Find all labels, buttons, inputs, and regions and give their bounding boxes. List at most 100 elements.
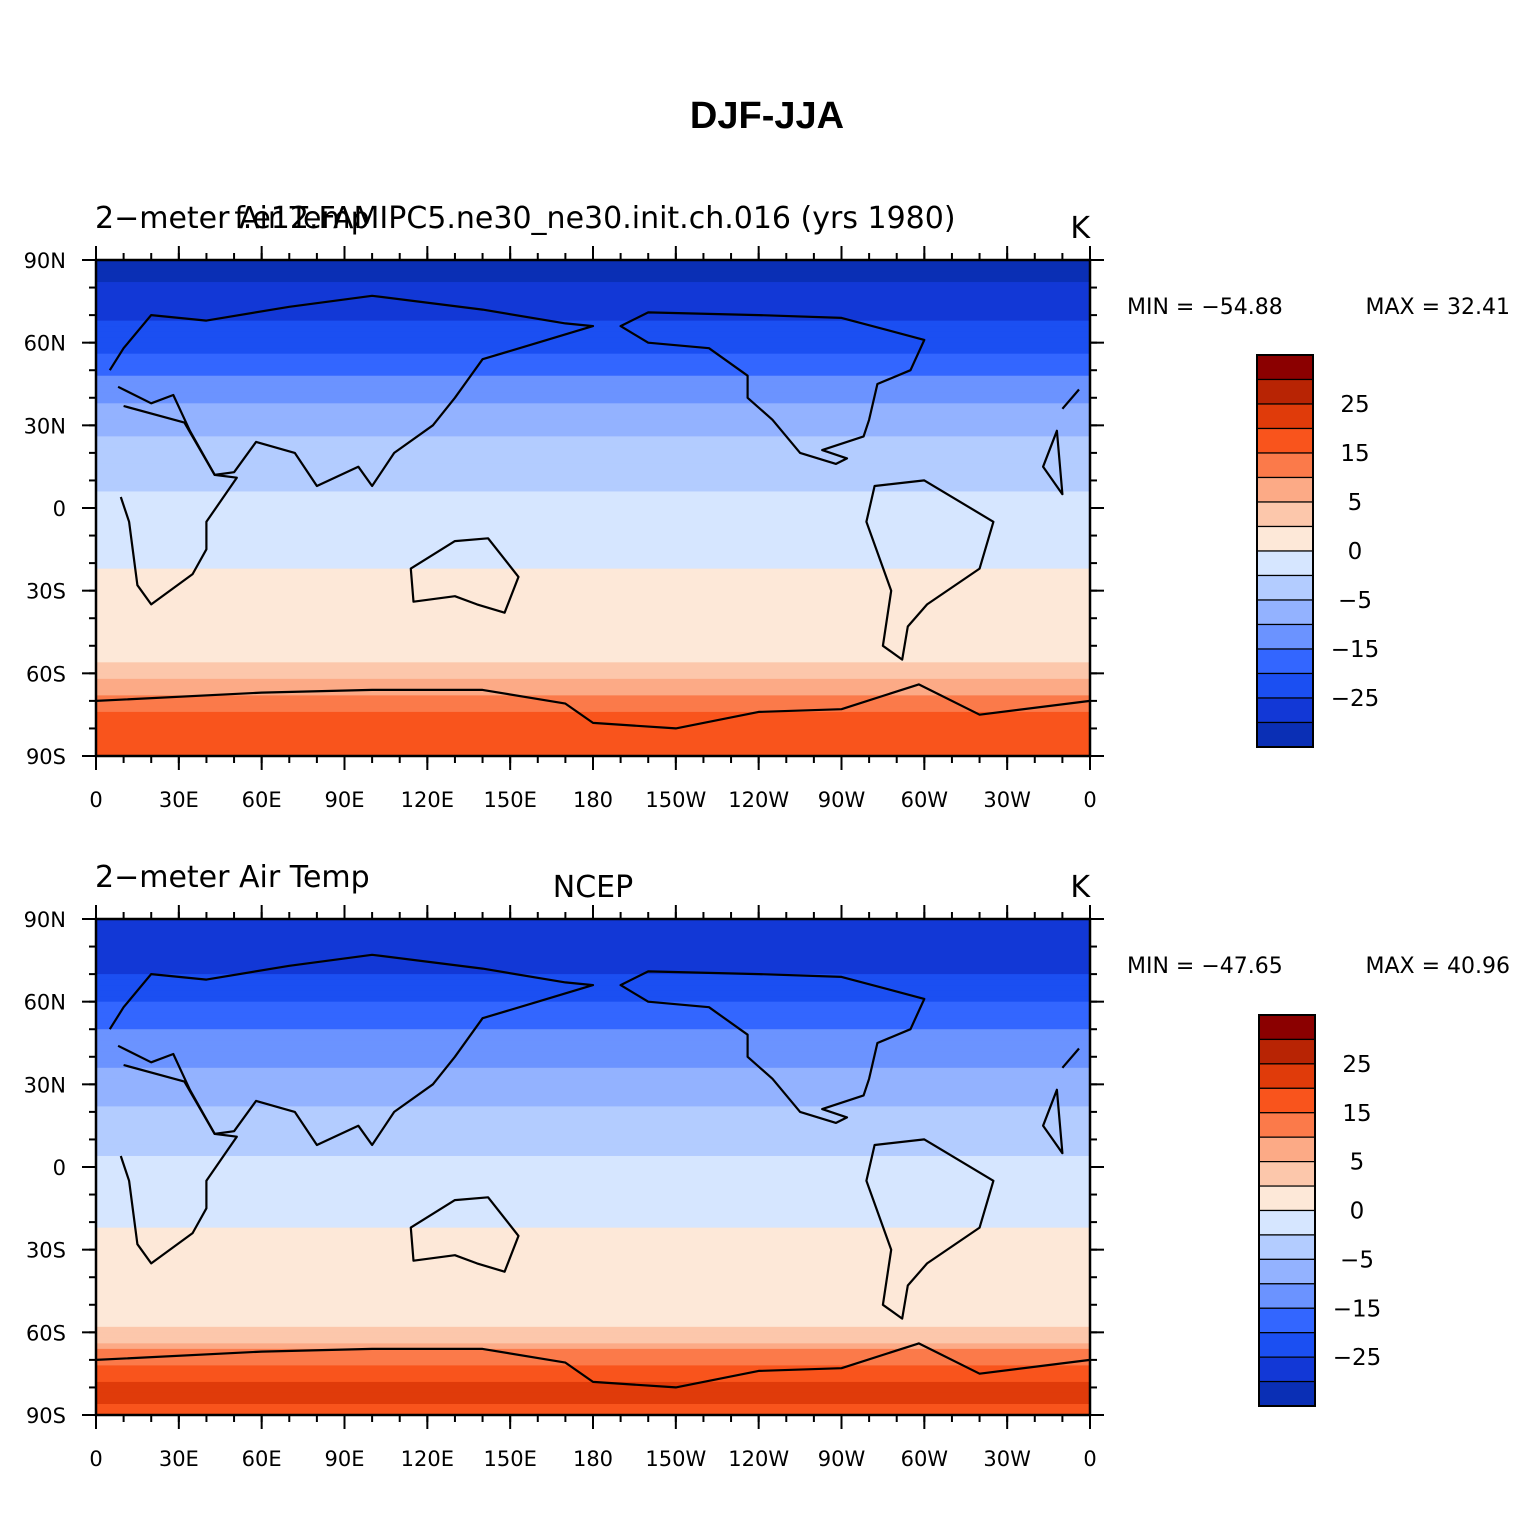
colorbar-label: 25 [1342, 1052, 1371, 1078]
field-band [96, 1370, 1090, 1378]
field-band [96, 463, 1090, 471]
coastlines [95, 294, 1091, 730]
field-band [96, 1260, 1090, 1267]
x-tick-label: 120W [728, 788, 789, 812]
coastline [865, 479, 995, 661]
colorbar-box [1256, 501, 1314, 528]
field-band [96, 1409, 1090, 1416]
field-band [96, 1155, 1090, 1163]
colorbar-box [1258, 1283, 1316, 1309]
field-band [96, 1012, 1090, 1019]
colorbar-box [1258, 1234, 1316, 1260]
colorbar-label: −25 [1333, 1345, 1382, 1371]
field-band [96, 425, 1090, 432]
field-band [96, 1139, 1090, 1146]
field-band [96, 1200, 1090, 1207]
x-tick-label: 150W [645, 788, 706, 812]
field-band [96, 1403, 1090, 1411]
left-title: 2−meter Air Temp [95, 201, 370, 236]
field-band [96, 474, 1090, 482]
coastlines [95, 953, 1091, 1389]
field-band [96, 607, 1090, 614]
field-band [96, 1392, 1090, 1400]
field-band [96, 1326, 1090, 1333]
y-tick-label: 90S [26, 745, 66, 769]
field-band [96, 1100, 1090, 1107]
colorbar-box [1256, 697, 1314, 724]
max-readout: MAX = 40.96 [1365, 954, 1510, 979]
colorbar-box [1258, 1014, 1316, 1041]
field-band [96, 1381, 1090, 1389]
colorbar-box [1258, 1038, 1316, 1065]
min-readout: MIN = −54.88 [1127, 295, 1283, 320]
x-tick-label: 30W [983, 788, 1031, 812]
field-band [96, 651, 1090, 658]
colorbar-label: −15 [1331, 637, 1380, 663]
field-band [96, 496, 1090, 504]
colorbar-box [1256, 403, 1314, 430]
field-band [96, 1183, 1090, 1190]
field-band [96, 304, 1090, 311]
colorbar-box [1258, 1063, 1316, 1089]
field-band [96, 656, 1090, 663]
left-title: 2−meter Air Temp [95, 860, 370, 895]
field-band [96, 744, 1090, 752]
field-band [96, 733, 1090, 741]
colorbar-label: −25 [1331, 686, 1380, 712]
field-band [96, 678, 1090, 685]
field-band [96, 1172, 1090, 1179]
field-band [96, 1271, 1090, 1278]
field-band [96, 1089, 1090, 1096]
field-band [96, 1095, 1090, 1102]
field-band [96, 1078, 1090, 1085]
field-band [96, 491, 1090, 498]
coastline [865, 1138, 995, 1320]
field-band [96, 1106, 1090, 1113]
field-band [96, 1205, 1090, 1212]
field-band [96, 326, 1090, 333]
field-band [96, 1167, 1090, 1174]
field-band [96, 957, 1090, 964]
x-axis [95, 246, 1091, 770]
x-tick-label: 0 [1083, 1447, 1096, 1471]
field-band [96, 1299, 1090, 1306]
field-band [96, 695, 1090, 702]
y-tick-label: 60S [26, 662, 66, 686]
field-band [96, 673, 1090, 680]
field-band [96, 1310, 1090, 1317]
colorbar-box [1258, 1136, 1316, 1163]
field-band [96, 282, 1090, 289]
x-tick-label: 90E [325, 1447, 365, 1471]
field-band [96, 320, 1090, 327]
colorbar-box [1256, 648, 1314, 675]
field-band [96, 1001, 1090, 1008]
coastline [619, 970, 926, 1124]
field-band [96, 524, 1090, 531]
field-band [96, 946, 1090, 953]
field-band [96, 370, 1090, 377]
colorbar-box [1256, 672, 1314, 699]
x-tick-label: 90E [325, 788, 365, 812]
colorbar-label: −5 [1338, 588, 1372, 614]
x-tick-label: 180 [573, 788, 613, 812]
x-tick-label: 60E [242, 788, 282, 812]
field-band [96, 1304, 1090, 1311]
field-band [96, 430, 1090, 437]
coastline [108, 294, 1080, 488]
field-band [96, 974, 1090, 981]
colorbar-label: −5 [1340, 1247, 1374, 1273]
field-band [96, 386, 1090, 393]
field-band [96, 331, 1090, 338]
colorbar-box [1258, 1332, 1316, 1358]
field-band [96, 963, 1090, 970]
x-tick-label: 30E [159, 1447, 199, 1471]
field-band [96, 1343, 1090, 1350]
field-band [96, 1007, 1090, 1014]
field-band [96, 979, 1090, 986]
field-band [96, 1178, 1090, 1185]
field-band [96, 563, 1090, 570]
field-band [96, 700, 1090, 707]
colorbar-box [1256, 550, 1314, 577]
colorbar-label: 25 [1340, 392, 1369, 418]
